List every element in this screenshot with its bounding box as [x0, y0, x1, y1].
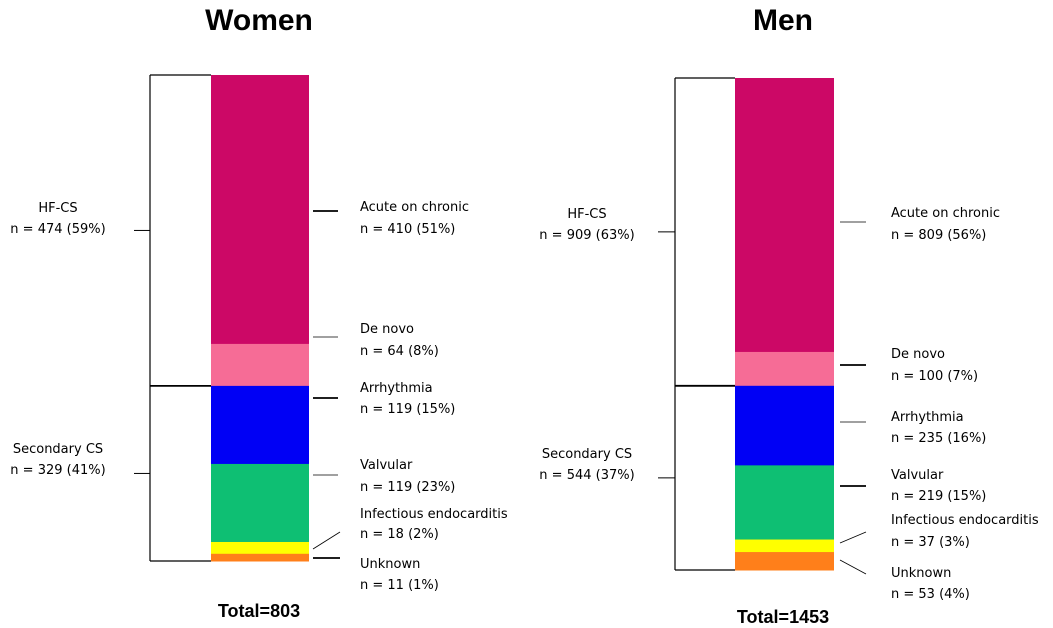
group-name: HF-CS: [567, 207, 606, 222]
segment-value: n = 64 (8%): [360, 344, 439, 359]
bar-segment-unknown: [735, 552, 834, 571]
segment-name: Valvular: [360, 458, 413, 473]
segment-name: Arrhythmia: [891, 410, 964, 425]
segment-value: n = 809 (56%): [891, 228, 986, 243]
segment-value: n = 18 (2%): [360, 527, 439, 542]
group-value: n = 544 (37%): [539, 468, 634, 483]
segment-name: Arrhythmia: [360, 381, 433, 396]
total-label: Total=803: [218, 601, 300, 621]
total-label: Total=1453: [737, 607, 829, 627]
segment-value: n = 37 (3%): [891, 535, 970, 550]
panel-title: Women: [205, 4, 313, 37]
panel-title: Men: [753, 4, 813, 37]
group-name: HF-CS: [38, 201, 77, 216]
segment-name: Unknown: [360, 557, 420, 572]
group-value: n = 909 (63%): [539, 228, 634, 243]
segment-name: Acute on chronic: [891, 206, 1000, 221]
segment-name: Acute on chronic: [360, 200, 469, 215]
bar-segment-acute-on-chronic: [211, 75, 309, 345]
segment-value: n = 11 (1%): [360, 578, 439, 593]
segment-name: Unknown: [891, 566, 951, 581]
panel-men: Men Total=1453 HF-CS n = 909 (63%) Secondary…: [539, 4, 1039, 627]
group-value: n = 329 (41%): [10, 463, 105, 478]
segment-value: n = 100 (7%): [891, 369, 978, 384]
bar-segment-valvular: [211, 463, 309, 543]
bar-segment-valvular: [735, 465, 834, 541]
bar-segment-arrhythmia: [735, 385, 834, 466]
segment-name: De novo: [891, 347, 945, 362]
segment-value: n = 119 (15%): [360, 402, 455, 417]
segment-name: Infectious endocarditis: [891, 513, 1039, 528]
segment-name: De novo: [360, 322, 414, 337]
bar-segment-arrhythmia: [211, 385, 309, 465]
segment-name: Infectious endocarditis: [360, 507, 508, 522]
group-name: Secondary CS: [13, 442, 103, 457]
bar-segment-unknown: [211, 553, 309, 562]
segment-value: n = 235 (16%): [891, 431, 986, 446]
leader-line: [839, 531, 867, 544]
bar-segment-acute-on-chronic: [735, 78, 834, 353]
leader-line: [839, 559, 867, 575]
bar-segment-infectious-endocarditis: [735, 539, 834, 553]
segment-value: n = 410 (51%): [360, 222, 455, 237]
leader-line: [312, 531, 341, 550]
segment-value: n = 219 (15%): [891, 489, 986, 504]
panel-women: Women Total=803 HF-CS n = 474 (59%) Secondar…: [10, 4, 508, 621]
group-name: Secondary CS: [542, 447, 632, 462]
bar-segment-de-novo: [735, 351, 834, 387]
bar-segment-de-novo: [211, 343, 309, 387]
segment-value: n = 53 (4%): [891, 587, 970, 602]
group-value: n = 474 (59%): [10, 222, 105, 237]
segment-name: Valvular: [891, 468, 944, 483]
segment-value: n = 119 (23%): [360, 480, 455, 495]
bar-segment-infectious-endocarditis: [211, 541, 309, 555]
